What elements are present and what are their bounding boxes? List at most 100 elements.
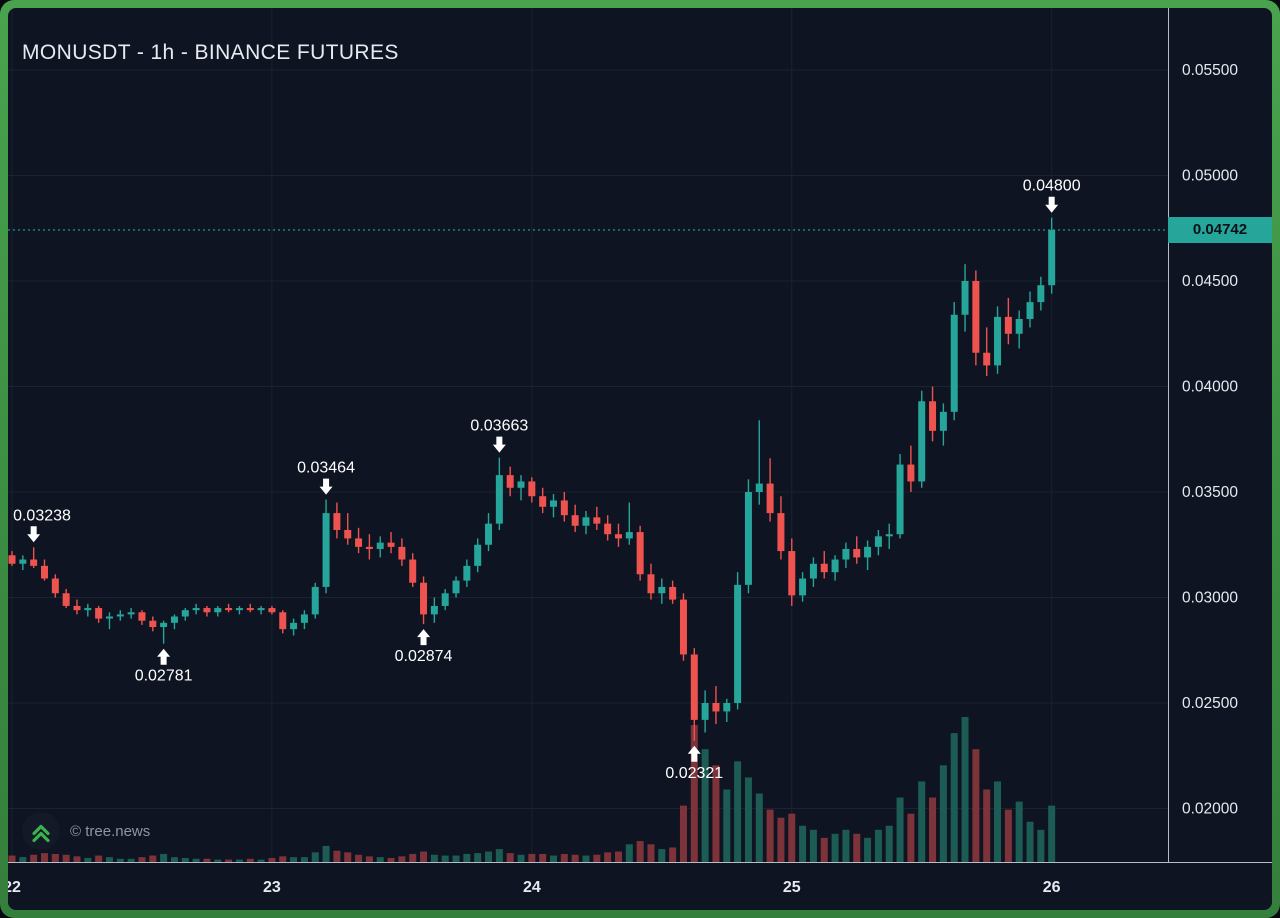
candle-body <box>571 515 579 526</box>
volume-bar <box>560 853 568 862</box>
candle-body <box>311 586 319 615</box>
volume-bar <box>344 852 352 862</box>
volume-bar <box>766 809 774 862</box>
volume-bar <box>51 853 59 862</box>
candle-body <box>300 614 308 623</box>
price-axis[interactable]: 0.05500 0.05000 0.04500 0.04000 0.03500 0.030… <box>1182 62 1238 818</box>
volume-bar <box>550 855 557 862</box>
volume-bar <box>929 797 937 862</box>
volume-bar <box>84 857 92 862</box>
candle-body <box>744 492 752 585</box>
candle-body <box>864 546 872 558</box>
y-axis-label: 0.03000 <box>1182 590 1238 607</box>
candle-body <box>181 610 189 617</box>
candle-body <box>896 464 904 535</box>
candle-body <box>8 555 16 564</box>
volume-bar <box>246 858 254 862</box>
axis-borders <box>8 8 1272 863</box>
candle-body <box>625 532 633 539</box>
volume-bar <box>539 853 547 862</box>
time-axis[interactable]: 22 23 24 25 26 <box>8 879 1061 896</box>
candle-body <box>560 500 568 516</box>
candle-body <box>463 565 471 581</box>
volume-bar <box>127 858 135 862</box>
volume-bar <box>398 856 406 862</box>
candle-body <box>430 605 438 615</box>
volume-bar <box>311 852 319 862</box>
candle-body <box>755 483 763 492</box>
candle-body <box>658 586 666 594</box>
volume-bar <box>420 851 428 862</box>
grid-layer <box>8 8 1168 862</box>
volume-bar <box>614 851 622 862</box>
candle-body <box>1015 318 1023 334</box>
candle-body <box>84 608 92 611</box>
annotation-price-label: 0.02874 <box>395 648 453 665</box>
candle-body <box>831 559 839 573</box>
volume-bar <box>918 781 926 862</box>
candle-body <box>355 538 363 547</box>
candle-body <box>950 314 958 412</box>
candle-body <box>398 546 406 560</box>
candle-body <box>885 534 893 537</box>
candle-body <box>322 513 330 587</box>
volume-bar <box>506 853 514 862</box>
candle-body <box>409 559 417 583</box>
candle-body <box>485 523 493 545</box>
candle-body <box>268 608 276 613</box>
candle-body <box>972 281 980 353</box>
candle-body <box>62 593 70 606</box>
volume-bar <box>149 855 157 862</box>
candle-body <box>452 580 460 594</box>
candle-body <box>333 513 341 530</box>
volume-bar <box>582 855 590 862</box>
x-axis-label: 26 <box>1043 879 1061 896</box>
candle-body <box>593 517 601 524</box>
volume-bar <box>279 856 287 862</box>
candle-body <box>994 316 1002 366</box>
candle-body <box>344 529 352 539</box>
volume-bar <box>430 854 438 862</box>
volume-bar <box>495 849 503 862</box>
candle-body <box>116 614 124 617</box>
volume-bar <box>19 857 27 862</box>
candle-body <box>40 565 48 579</box>
volume-bar <box>485 851 493 862</box>
candle-body <box>214 608 222 613</box>
candle-body <box>170 616 178 623</box>
volume-bar <box>647 844 655 862</box>
up-arrow-icon <box>417 629 431 646</box>
chart-panel: 0.03238 0.02781 0.03464 0.02874 0.03663 0.023… <box>8 8 1272 910</box>
candle-body <box>679 599 687 655</box>
volume-bar <box>62 854 70 862</box>
volume-bar <box>593 854 601 862</box>
candle-body <box>669 586 677 600</box>
volume-bar <box>885 825 893 862</box>
annotation-price-label: 0.03663 <box>470 418 528 435</box>
volume-bar <box>1004 809 1012 862</box>
candle-body <box>495 475 503 524</box>
volume-bar <box>658 849 666 862</box>
candle-body <box>690 654 698 720</box>
candle-body <box>723 703 731 712</box>
candle-body <box>777 513 785 552</box>
candle-body <box>799 578 807 596</box>
volume-bar <box>105 857 113 862</box>
candle-body <box>874 536 882 547</box>
volume-bar <box>788 813 796 862</box>
candle-body <box>550 500 557 507</box>
volume-bar <box>1015 801 1023 862</box>
candle-body <box>712 703 720 712</box>
candle-body <box>290 622 298 630</box>
volume-bar <box>40 853 48 862</box>
candle-body <box>95 608 103 619</box>
volume-bar <box>192 858 200 862</box>
volume-bar <box>723 789 731 862</box>
volume-bar <box>734 761 742 862</box>
volume-bar <box>777 817 785 862</box>
volume-bar <box>799 825 807 862</box>
candle-body <box>939 411 947 431</box>
y-axis-label: 0.02000 <box>1182 801 1238 818</box>
y-axis-label: 0.03500 <box>1182 484 1238 501</box>
candlestick-chart[interactable]: 0.03238 0.02781 0.03464 0.02874 0.03663 0.023… <box>8 8 1272 910</box>
